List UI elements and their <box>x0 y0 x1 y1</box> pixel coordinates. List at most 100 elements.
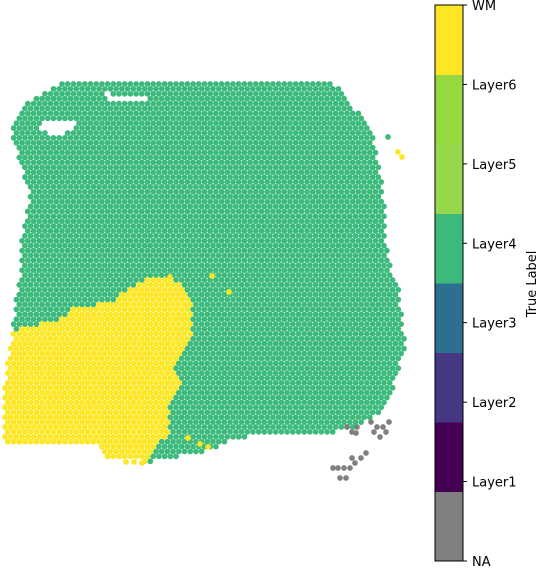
spot-wm <box>124 291 131 298</box>
spot-layer4 <box>33 242 40 249</box>
spot-layer4 <box>178 149 185 156</box>
spot-layer4 <box>101 164 108 171</box>
spot-layer4 <box>121 247 128 254</box>
spot-layer4 <box>187 419 194 425</box>
spot-layer4 <box>147 86 154 92</box>
spot-layer4 <box>381 389 387 396</box>
spot-wm <box>121 404 128 411</box>
spot-layer4 <box>327 345 333 352</box>
spot-layer4 <box>33 233 40 239</box>
spot-layer4 <box>178 159 185 166</box>
spot-wm <box>110 443 117 450</box>
spot-layer4 <box>210 252 216 259</box>
spot-layer4 <box>349 375 356 381</box>
spot-layer4 <box>349 267 356 274</box>
spot-layer4 <box>355 267 362 274</box>
spot-layer4 <box>358 370 365 376</box>
spot-layer4 <box>184 414 191 421</box>
spot-layer4 <box>307 193 313 200</box>
spot-layer4 <box>315 188 322 195</box>
spot-wm <box>184 335 191 342</box>
spot-layer4 <box>133 208 139 215</box>
spot-layer4 <box>113 193 120 200</box>
spot-layer4 <box>261 213 268 220</box>
spot-wm <box>156 296 162 303</box>
spot-layer4 <box>76 100 82 107</box>
spot-wm <box>81 306 88 313</box>
spot-layer4 <box>247 414 253 421</box>
spot-wm <box>81 335 88 342</box>
spot-layer4 <box>270 394 276 401</box>
spot-layer4 <box>153 262 159 269</box>
spot-wm <box>127 365 134 372</box>
spot-layer4 <box>255 233 262 239</box>
spot-layer4 <box>349 237 356 244</box>
spot-na <box>330 465 336 471</box>
spot-layer4 <box>287 237 293 244</box>
spot-layer4 <box>352 291 359 298</box>
spot-wm <box>167 394 174 401</box>
spot-layer4 <box>62 262 68 269</box>
spot-wm <box>44 409 51 416</box>
spot-wm <box>170 370 176 376</box>
spot-layer4 <box>284 429 290 435</box>
spot-layer4 <box>193 233 199 239</box>
spot-wm <box>104 384 111 391</box>
spot-layer4 <box>218 139 225 146</box>
spot-layer4 <box>210 193 216 200</box>
spot-layer4 <box>252 296 259 303</box>
spot-layer4 <box>375 174 382 180</box>
spot-layer4 <box>295 164 302 171</box>
spot-layer4 <box>270 159 276 166</box>
spot-layer4 <box>110 198 117 205</box>
spot-layer4 <box>315 306 322 313</box>
spot-layer4 <box>309 208 316 215</box>
spot-wm <box>181 301 188 308</box>
spot-layer4 <box>181 86 188 92</box>
spot-layer4 <box>264 90 271 97</box>
spot-layer4 <box>204 135 211 141</box>
spot-layer4 <box>178 355 185 362</box>
spot-layer4 <box>213 228 219 234</box>
spot-layer4 <box>346 115 353 122</box>
spot-layer4 <box>201 267 208 274</box>
spot-layer4 <box>252 394 259 401</box>
spot-layer4 <box>230 326 236 332</box>
spot-layer4 <box>42 159 48 166</box>
spot-layer4 <box>187 135 194 141</box>
spot-layer4 <box>364 370 370 376</box>
spot-layer4 <box>261 429 268 435</box>
spot-layer4 <box>187 340 194 347</box>
spot-layer4 <box>301 321 308 327</box>
spot-layer4 <box>201 394 208 401</box>
spot-wm <box>70 375 77 381</box>
spot-layer4 <box>175 203 182 210</box>
spot-layer4 <box>133 198 139 205</box>
spot-wm <box>67 360 74 367</box>
spot-wm <box>90 340 97 347</box>
spot-layer4 <box>90 291 97 298</box>
spot-layer4 <box>70 267 77 274</box>
spot-layer4 <box>298 198 305 205</box>
spot-layer4 <box>73 135 80 141</box>
spot-layer4 <box>221 164 228 171</box>
spot-layer4 <box>36 208 43 215</box>
spot-layer4 <box>193 164 199 171</box>
spot-wm <box>121 394 128 401</box>
spot-wm <box>124 419 131 425</box>
spot-layer4 <box>101 213 108 220</box>
spot-layer4 <box>327 296 333 303</box>
spot-layer4 <box>369 233 376 239</box>
spot-layer4 <box>281 277 288 283</box>
spot-layer4 <box>130 262 137 269</box>
spot-layer4 <box>42 169 48 176</box>
spot-wm <box>79 389 85 396</box>
spot-layer4 <box>318 301 325 308</box>
spot-layer4 <box>309 384 316 391</box>
spot-layer4 <box>261 321 268 327</box>
spot-wm <box>161 404 168 411</box>
spot-wm <box>147 291 154 298</box>
spot-layer4 <box>210 429 216 435</box>
spot-layer4 <box>267 380 273 386</box>
